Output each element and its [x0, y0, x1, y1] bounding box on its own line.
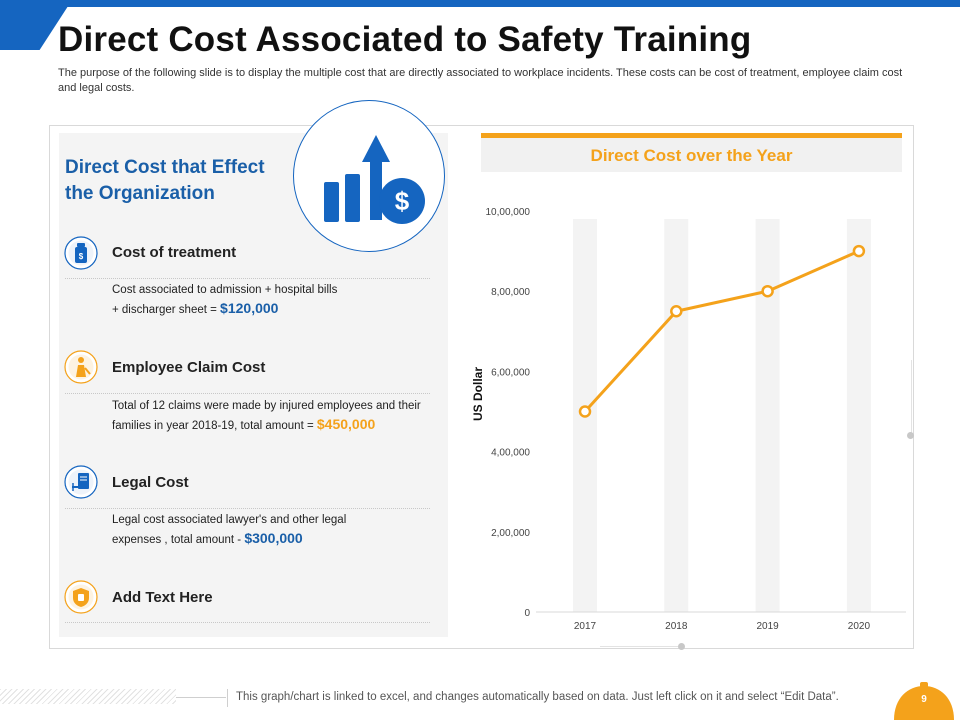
footer-hatch-pattern — [0, 689, 176, 704]
description-line: Legal cost associated lawyer's and other… — [112, 514, 347, 526]
card-connector-dot-bottom — [678, 643, 685, 650]
item-description-claim: Total of 12 claims were made by injured … — [112, 397, 442, 435]
medicine-bottle-icon: $ — [64, 236, 98, 270]
item-separator — [65, 393, 430, 394]
page-title: Direct Cost Associated to Safety Trainin… — [58, 20, 752, 59]
chart-title-bar: Direct Cost over the Year — [481, 133, 902, 172]
injured-worker-icon — [64, 350, 98, 384]
x-tick-label: 2017 — [574, 621, 597, 632]
data-point — [578, 405, 592, 418]
amount-value: $120,000 — [220, 300, 279, 316]
series-line — [583, 249, 860, 413]
amount-value: $450,000 — [316, 416, 376, 432]
panel-heading: Direct Cost that Effect the Organization — [65, 157, 265, 204]
item-title-add-text: Add Text Here — [112, 589, 213, 606]
item-separator — [65, 278, 430, 279]
amount-value: $300,000 — [244, 530, 303, 546]
item-title-claim: Employee Claim Cost — [112, 359, 266, 376]
chart-title: Direct Cost over the Year — [590, 146, 793, 165]
item-title-treatment: Cost of treatment — [112, 244, 237, 261]
description-line: families in year 2018-19, total amount = — [112, 420, 317, 432]
card-connector-right — [911, 360, 912, 435]
cost-growth-icon: $ — [324, 135, 425, 224]
category-band — [846, 219, 871, 612]
description-line: Total of 12 claims were made by injured … — [112, 400, 421, 412]
x-tick-label: 2019 — [756, 621, 779, 632]
top-accent-bar — [0, 0, 960, 7]
y-tick-label: 4,00,000 — [491, 448, 530, 459]
svg-text:$: $ — [79, 252, 84, 261]
item-description-treatment: Cost associated to admission + hospital … — [112, 281, 442, 319]
x-tick-label: 2018 — [665, 621, 688, 632]
page-subtitle: The purpose of the following slide is to… — [58, 67, 903, 94]
page-number: 9 — [921, 694, 927, 705]
description-line: expenses , total amount - — [112, 534, 245, 546]
svg-text:$: $ — [395, 186, 410, 216]
item-description-legal: Legal cost associated lawyer's and other… — [112, 511, 442, 549]
data-point — [761, 284, 774, 298]
category-band — [664, 219, 689, 612]
hardhat-icon — [894, 682, 954, 720]
y-tick-label: 10,00,000 — [486, 207, 531, 218]
item-separator — [65, 508, 430, 509]
item-title-legal: Legal Cost — [112, 474, 189, 491]
decorative-circle — [293, 100, 445, 252]
description-line: + discharger sheet = — [112, 304, 221, 316]
x-tick-label: 2020 — [848, 621, 871, 632]
data-point — [852, 244, 866, 258]
y-tick-label: 2,00,000 — [491, 528, 530, 539]
y-axis-label: US Dollar — [471, 367, 485, 421]
item-separator — [65, 622, 430, 623]
card-connector-dot-right — [907, 432, 914, 439]
shield-icon — [64, 580, 98, 614]
y-tick-label: 8,00,000 — [491, 287, 530, 298]
description-line: Cost associated to admission + hospital … — [112, 284, 338, 296]
card-connector-bottom — [600, 646, 680, 647]
data-point — [670, 305, 683, 318]
footer-separator — [227, 689, 228, 707]
footer-note: This graph/chart is linked to excel, and… — [236, 691, 839, 703]
y-tick-label: 0 — [524, 608, 530, 619]
line-chart: 0 2,00,000 4,00,000 6,00,000 8,00,000 10,00,0… — [471, 207, 906, 632]
footer-divider — [176, 697, 226, 698]
legal-document-icon — [64, 465, 98, 499]
category-band — [755, 219, 780, 612]
y-tick-label: 6,00,000 — [491, 367, 530, 378]
